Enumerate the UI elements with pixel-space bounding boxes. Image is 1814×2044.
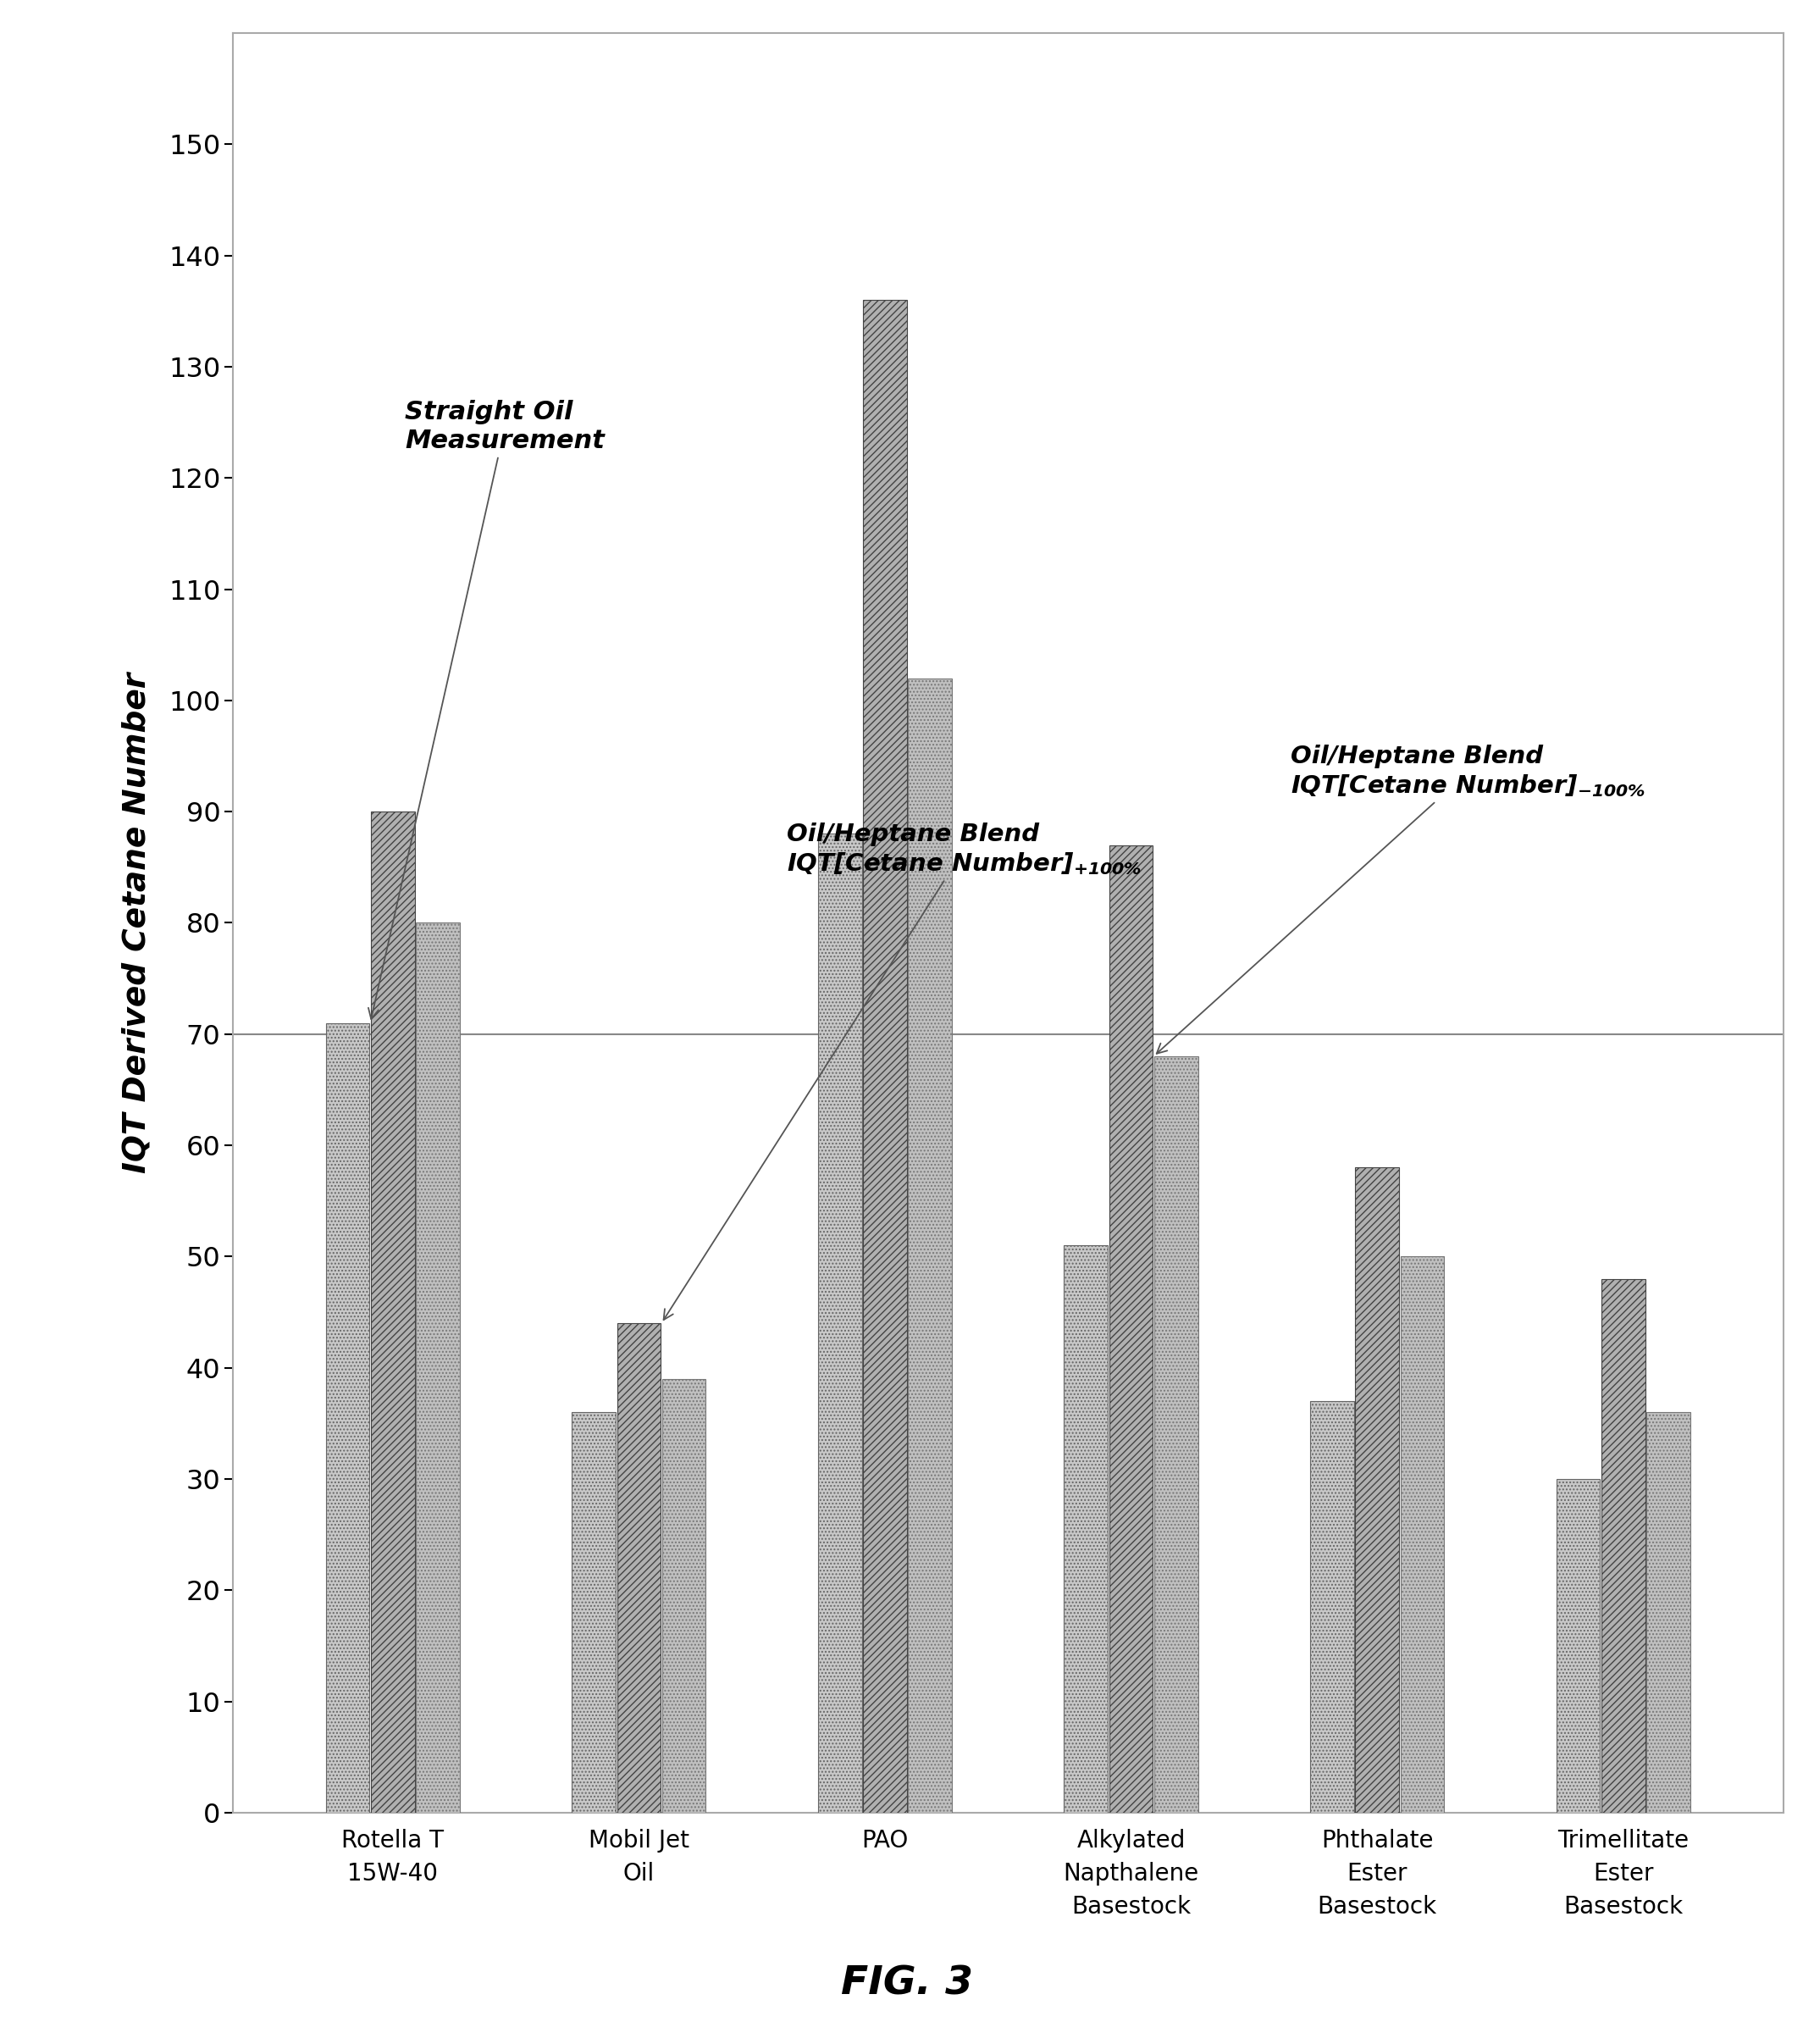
Bar [571,1412,615,1813]
Y-axis label: IQT Derived Cetane Number: IQT Derived Cetane Number [122,672,152,1173]
Bar [662,1380,706,1813]
Bar [1556,1480,1600,1813]
Bar [1310,1400,1353,1813]
Bar [327,1022,370,1813]
Text: Oil/Heptane Blend
IQT[Cetane Number]$_{\mathregular{+100\%}}$: Oil/Heptane Blend IQT[Cetane Number]$_{\… [664,824,1141,1320]
Bar [370,811,415,1813]
Bar [863,300,907,1813]
Bar [1400,1257,1444,1813]
Bar [1647,1412,1691,1813]
Bar [909,679,952,1813]
Text: Straight Oil
Measurement: Straight Oil Measurement [368,401,604,1020]
Bar [1154,1057,1197,1813]
Bar [1355,1167,1399,1813]
Bar [1602,1280,1645,1813]
Bar [818,834,862,1813]
Text: FIG. 3: FIG. 3 [842,1964,972,2003]
Bar [617,1322,660,1813]
Text: Oil/Heptane Blend
IQT[Cetane Number]$_{\mathregular{-100\%}}$: Oil/Heptane Blend IQT[Cetane Number]$_{\… [1157,744,1645,1053]
Bar [415,924,459,1813]
Bar [1108,844,1154,1813]
Bar [1065,1245,1108,1813]
